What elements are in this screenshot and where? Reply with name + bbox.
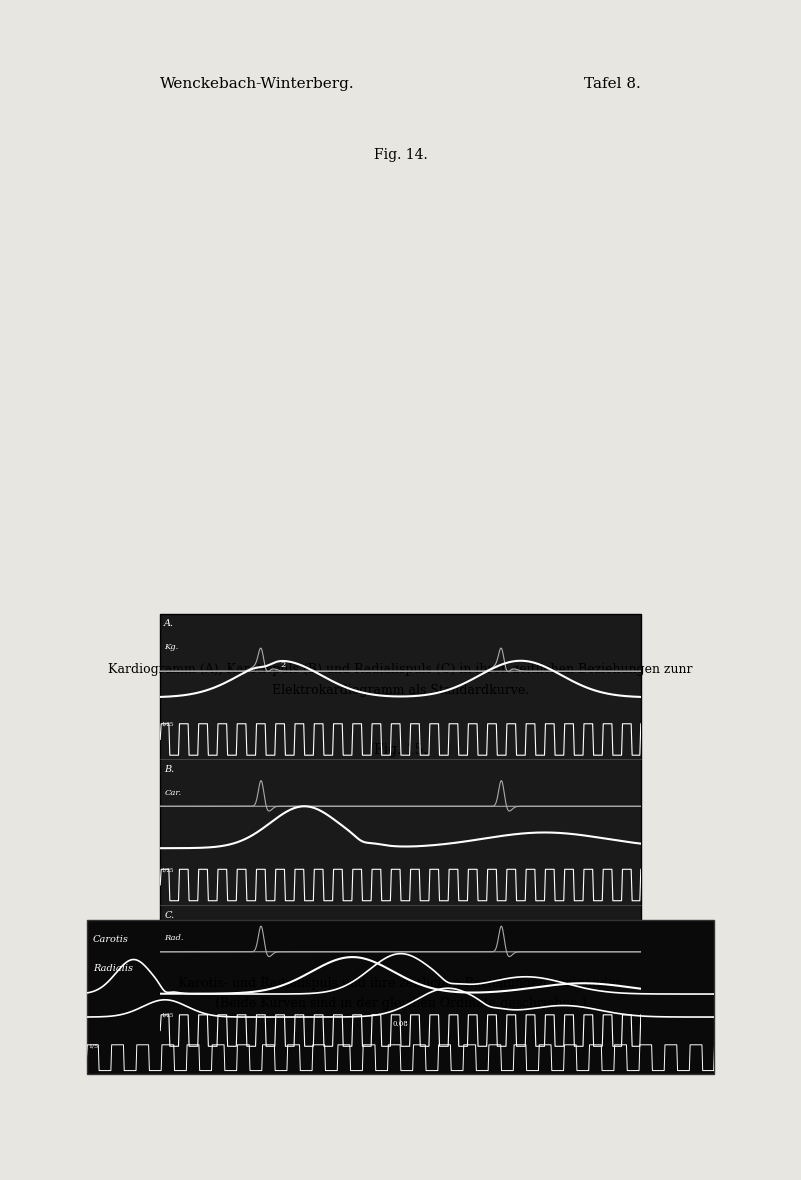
Text: Fig. 15.: Fig. 15. [374, 743, 427, 758]
Text: Carotis: Carotis [93, 936, 129, 944]
Text: 1/25: 1/25 [162, 722, 174, 727]
Text: Kardiogramm (A), Karotispuls (B) und Radialispuls (C) in ihren zeitlichen Bezieh: Kardiogramm (A), Karotispuls (B) und Rad… [108, 663, 693, 676]
Text: A.: A. [164, 620, 175, 629]
Text: 1/25: 1/25 [162, 867, 174, 872]
Text: 1/5: 1/5 [88, 1043, 99, 1048]
Text: B.: B. [164, 765, 175, 774]
Text: Kg.: Kg. [164, 643, 179, 651]
Text: Wenckebach-Winterberg.: Wenckebach-Winterberg. [160, 77, 355, 91]
Text: (Beide Kurven sind in der gleichen Ordinate geschrieben.): (Beide Kurven sind in der gleichen Ordin… [215, 997, 586, 1010]
Text: C.: C. [164, 911, 175, 919]
Text: 2: 2 [280, 661, 286, 669]
Text: 0.08: 0.08 [392, 1021, 409, 1028]
Text: Karotis- und Radialispuls und ihre zeitlichen Beziehungen zueinander.: Karotis- und Radialispuls und ihre zeitl… [178, 977, 623, 990]
Text: Car.: Car. [164, 788, 181, 796]
Text: Fig. 14.: Fig. 14. [373, 148, 428, 162]
Text: Radialis: Radialis [93, 964, 133, 974]
Text: Tafel 8.: Tafel 8. [584, 77, 641, 91]
Text: Elektrokardiogramm als Standardkurve.: Elektrokardiogramm als Standardkurve. [272, 684, 529, 697]
Text: 1/25: 1/25 [162, 1012, 174, 1018]
FancyBboxPatch shape [87, 920, 714, 1074]
FancyBboxPatch shape [160, 614, 641, 1050]
Text: Rad.: Rad. [164, 935, 183, 942]
